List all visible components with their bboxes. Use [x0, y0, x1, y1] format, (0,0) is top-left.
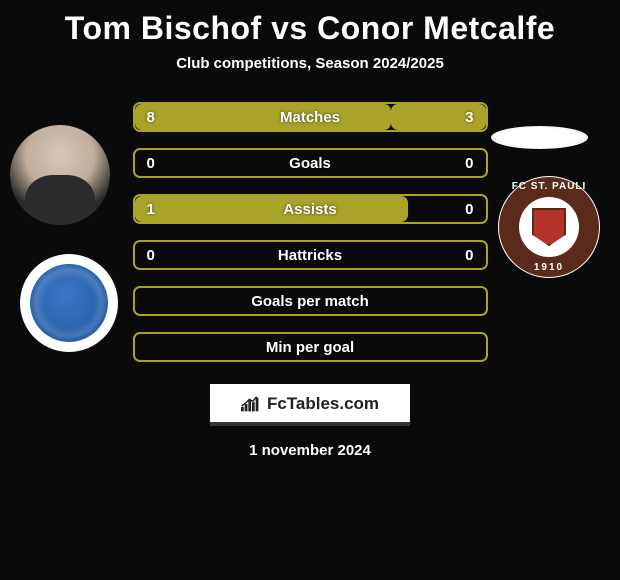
- club-right-badge: FC ST. PAULI 1910: [498, 176, 600, 278]
- club-left-badge-inner: [30, 264, 108, 342]
- stat-row: Goals per match: [133, 286, 488, 316]
- stat-value-left: 1: [147, 201, 155, 218]
- stat-value-left: 0: [147, 155, 155, 172]
- stat-value-right: 0: [465, 247, 473, 264]
- club-right-ring: FC ST. PAULI 1910: [499, 177, 599, 277]
- club-right-inner: [519, 197, 579, 257]
- stat-fill-left: [135, 196, 409, 222]
- branding-text: FcTables.com: [267, 394, 379, 414]
- club-right-text-bottom: 1910: [499, 262, 599, 273]
- club-left-badge: [20, 254, 118, 352]
- stat-value-right: 0: [465, 201, 473, 218]
- stat-fill-left: [135, 104, 391, 130]
- stat-row: 0 0 Goals: [133, 148, 488, 178]
- branding-badge: FcTables.com: [210, 384, 410, 426]
- stat-label: Min per goal: [266, 339, 354, 356]
- page-title: Tom Bischof vs Conor Metcalfe: [0, 10, 620, 47]
- player-left-avatar: [10, 125, 110, 225]
- bars-icon: [241, 396, 263, 412]
- stat-row: 8 3 Matches: [133, 102, 488, 132]
- stat-label: Goals per match: [251, 293, 369, 310]
- stat-label: Hattricks: [278, 247, 342, 264]
- club-right-crest: [532, 208, 566, 246]
- stat-label: Matches: [280, 109, 340, 126]
- stat-value-left: 8: [147, 109, 155, 126]
- stat-label: Goals: [289, 155, 331, 172]
- club-right-text-top: FC ST. PAULI: [499, 181, 599, 192]
- stat-value-left: 0: [147, 247, 155, 264]
- date: 1 november 2024: [0, 442, 620, 459]
- stat-row: 0 0 Hattricks: [133, 240, 488, 270]
- player-right-avatar: [491, 126, 588, 149]
- stat-value-right: 3: [465, 109, 473, 126]
- stat-label: Assists: [283, 201, 336, 218]
- stat-row: Min per goal: [133, 332, 488, 362]
- stat-row: 1 0 Assists: [133, 194, 488, 224]
- stat-value-right: 0: [465, 155, 473, 172]
- subtitle: Club competitions, Season 2024/2025: [0, 55, 620, 72]
- stats-list: 8 3 Matches 0 0 Goals 1 0 Assists 0 0 Hattricks Goal…: [133, 102, 488, 362]
